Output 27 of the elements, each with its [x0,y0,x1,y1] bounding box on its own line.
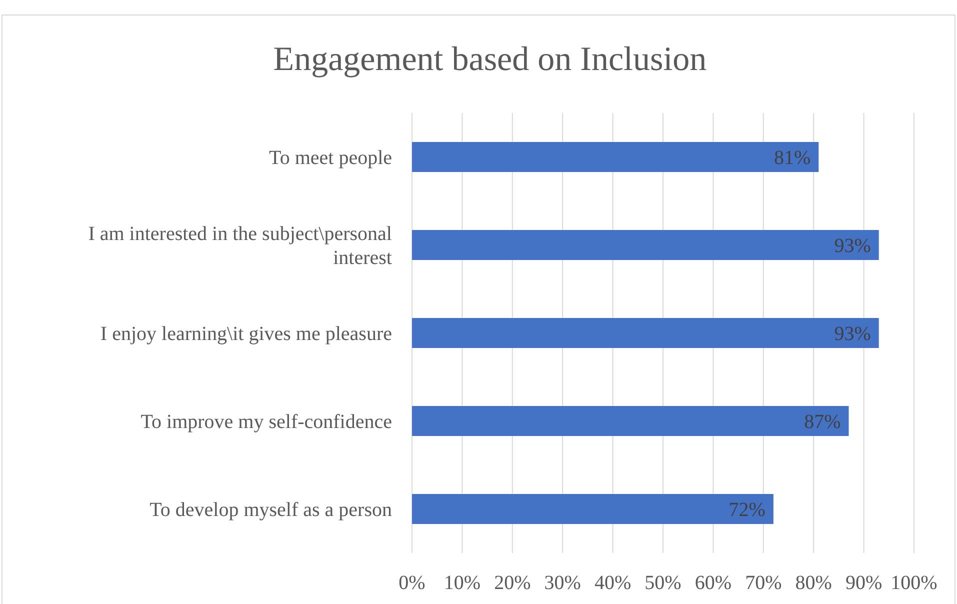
x-tick-label: 20% [494,572,531,594]
data-label: 93% [834,235,871,257]
x-tick-label: 0% [398,572,426,594]
x-tick-label: 50% [644,572,682,594]
y-tick-label: To meet people [269,147,392,169]
bar [412,318,879,348]
x-tick-label: 100% [890,572,938,594]
x-tick-label: 70% [745,572,782,594]
bar [412,142,819,172]
bar [412,230,879,260]
data-label: 72% [728,499,766,521]
data-label: 93% [834,323,871,345]
bar [412,406,849,436]
x-tick-label: 60% [694,572,732,594]
x-tick-label: 40% [594,572,632,594]
x-tick-label: 10% [444,572,481,594]
x-tick-label: 30% [544,572,581,594]
y-tick-label: To develop myself as a person [150,499,392,521]
y-tick-label: I enjoy learning\it gives me pleasure [100,323,392,345]
bar [412,494,774,524]
x-tick-label: 80% [795,572,832,594]
data-label: 81% [774,147,811,169]
chart-title: Engagement based on Inclusion [273,41,707,78]
y-tick-label: I am interested in the subject\personal interest [88,223,392,269]
y-tick-label: To improve my self-confidence [140,411,392,433]
data-label: 87% [804,411,841,433]
x-tick-label: 90% [845,572,882,594]
